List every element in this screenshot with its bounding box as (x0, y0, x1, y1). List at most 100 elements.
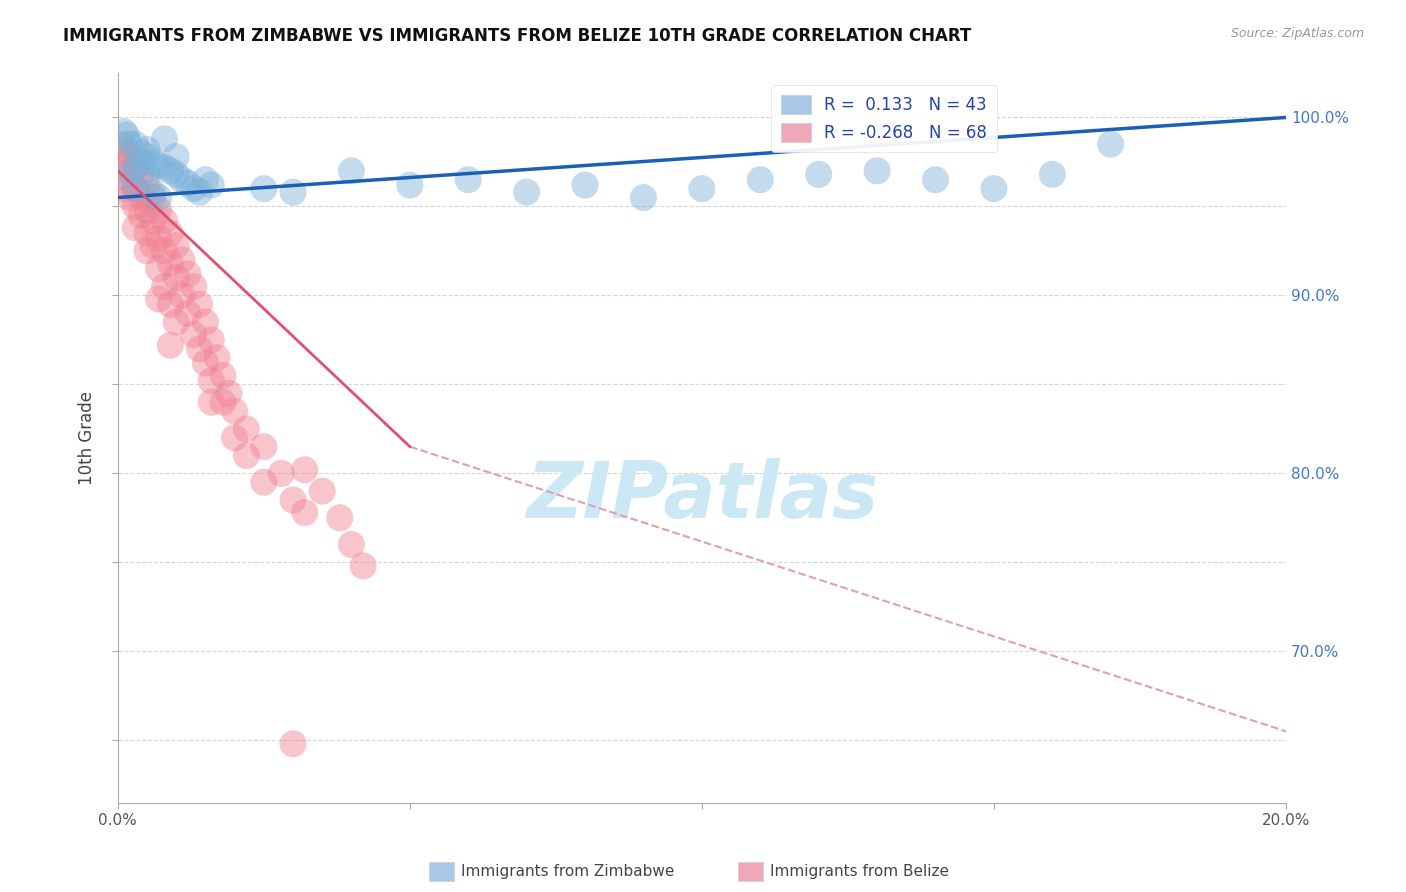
Point (194, 356, 217, 370)
Point (148, 292, 170, 306)
Point (340, 164, 363, 178)
Text: Source: ZipAtlas.com: Source: ZipAtlas.com (1230, 27, 1364, 40)
Point (118, 137, 141, 152)
Point (118, 168, 141, 182)
Point (142, 238, 165, 252)
Point (294, 506, 316, 520)
Point (690, 181, 713, 195)
Point (165, 150, 187, 164)
Point (112, 146, 135, 161)
Point (142, 185, 165, 199)
Point (352, 558, 374, 573)
Point (148, 202, 170, 217)
Point (148, 159, 170, 173)
Point (194, 173, 217, 187)
Point (281, 737, 304, 751)
Point (177, 306, 200, 320)
Point (112, 181, 135, 195)
Point (224, 431, 246, 445)
Point (124, 181, 146, 195)
Point (136, 178, 159, 192)
Point (153, 244, 176, 258)
Text: ZIPatlas: ZIPatlas (526, 458, 877, 534)
Legend: R =  0.133   N = 43, R = -0.268   N = 68: R = 0.133 N = 43, R = -0.268 N = 68 (770, 85, 997, 152)
Point (183, 327, 205, 342)
Point (142, 190, 165, 204)
Point (136, 202, 159, 217)
Point (200, 178, 222, 192)
Point (129, 146, 152, 161)
Point (129, 208, 152, 222)
Point (270, 467, 292, 481)
Point (118, 164, 141, 178)
Point (142, 213, 165, 227)
Point (516, 185, 538, 199)
Point (129, 168, 152, 182)
Point (924, 173, 946, 187)
Point (153, 161, 176, 175)
Point (329, 511, 352, 525)
Point (159, 297, 181, 311)
Point (153, 213, 176, 227)
Point (1040, 168, 1063, 182)
Point (983, 181, 1005, 195)
Point (124, 199, 146, 213)
Point (124, 161, 146, 175)
Point (165, 238, 187, 252)
Point (124, 181, 146, 195)
Point (153, 132, 176, 146)
Text: IMMIGRANTS FROM ZIMBABWE VS IMMIGRANTS FROM BELIZE 10TH GRADE CORRELATION CHART: IMMIGRANTS FROM ZIMBABWE VS IMMIGRANTS F… (63, 27, 972, 45)
Point (235, 449, 257, 463)
Point (118, 173, 141, 187)
Point (124, 137, 146, 152)
Point (159, 226, 181, 240)
Point (165, 270, 187, 285)
Point (183, 279, 205, 293)
Point (115, 128, 138, 143)
Point (294, 463, 316, 477)
Point (165, 315, 187, 329)
Point (183, 181, 205, 195)
Point (159, 256, 181, 270)
Point (136, 168, 159, 182)
Point (136, 150, 159, 164)
Point (1099, 137, 1122, 152)
Point (118, 150, 141, 164)
Point (112, 125, 135, 139)
Point (212, 368, 235, 383)
Point (148, 261, 170, 276)
Point (235, 422, 257, 436)
Point (281, 185, 304, 199)
Point (177, 176, 200, 190)
Point (253, 440, 276, 454)
Point (136, 143, 159, 157)
Point (118, 190, 141, 204)
Point (188, 185, 211, 199)
Point (253, 475, 276, 490)
Point (866, 164, 889, 178)
Point (398, 178, 420, 192)
Point (170, 173, 193, 187)
Point (170, 288, 193, 302)
Point (148, 190, 170, 204)
Point (457, 173, 479, 187)
Point (148, 231, 170, 245)
Point (633, 190, 655, 204)
Point (142, 155, 165, 169)
Point (200, 333, 222, 347)
Text: Immigrants from Zimbabwe: Immigrants from Zimbabwe (461, 864, 675, 879)
Point (136, 244, 159, 258)
Point (340, 537, 363, 551)
Point (124, 220, 146, 235)
Point (170, 252, 193, 267)
Point (129, 155, 152, 169)
Point (129, 190, 152, 204)
Point (574, 178, 596, 192)
Point (218, 386, 240, 401)
Point (159, 164, 181, 178)
Point (124, 161, 146, 175)
Point (110, 137, 132, 152)
Point (224, 404, 246, 418)
Text: Immigrants from Belize: Immigrants from Belize (770, 864, 949, 879)
Point (807, 168, 830, 182)
